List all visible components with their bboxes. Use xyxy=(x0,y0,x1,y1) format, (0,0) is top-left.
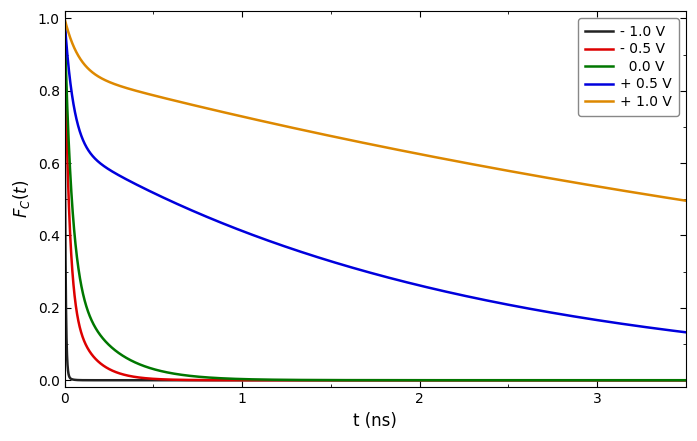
- 1.0 V xyxy=(572,377,580,383)
Line:   0.0 V: 0.0 V xyxy=(65,19,686,380)
- 0.5 V xyxy=(298,377,306,383)
  0.0 V xyxy=(298,377,306,383)
Legend: - 1.0 V, - 0.5 V,   0.0 V, + 0.5 V, + 1.0 V: - 1.0 V, - 0.5 V, 0.0 V, + 0.5 V, + 1.0 … xyxy=(579,18,679,116)
+ 0.5 V xyxy=(524,306,533,311)
+ 0.5 V xyxy=(572,314,580,319)
  0.0 V xyxy=(174,372,182,377)
+ 1.0 V xyxy=(464,161,473,166)
- 0.5 V xyxy=(174,377,182,382)
  0.0 V xyxy=(572,377,580,383)
+ 0.5 V xyxy=(61,16,69,21)
+ 0.5 V xyxy=(298,250,306,255)
Line: + 0.5 V: + 0.5 V xyxy=(65,19,686,333)
X-axis label: t (ns): t (ns) xyxy=(353,412,397,430)
- 1.0 V xyxy=(682,377,690,383)
Y-axis label: $F_C(t)$: $F_C(t)$ xyxy=(11,180,32,218)
+ 0.5 V xyxy=(174,202,182,207)
- 1.0 V xyxy=(174,377,182,383)
Line: - 0.5 V: - 0.5 V xyxy=(65,19,686,380)
+ 1.0 V xyxy=(682,198,690,203)
  0.0 V xyxy=(524,377,533,383)
- 0.5 V xyxy=(682,377,690,383)
+ 1.0 V xyxy=(174,99,182,104)
Line: + 1.0 V: + 1.0 V xyxy=(65,19,686,201)
+ 1.0 V xyxy=(572,180,580,185)
+ 0.5 V xyxy=(464,294,473,299)
+ 1.0 V xyxy=(433,155,441,160)
- 0.5 V xyxy=(61,16,69,21)
  0.0 V xyxy=(61,16,69,21)
+ 0.5 V xyxy=(682,330,690,335)
- 0.5 V xyxy=(524,377,533,383)
- 0.5 V xyxy=(572,377,580,383)
+ 1.0 V xyxy=(524,172,533,177)
  0.0 V xyxy=(682,377,690,383)
- 0.5 V xyxy=(433,377,441,383)
+ 1.0 V xyxy=(61,16,69,21)
  0.0 V xyxy=(464,377,473,383)
- 1.0 V xyxy=(464,377,473,383)
- 1.0 V xyxy=(61,16,69,21)
  0.0 V xyxy=(433,377,441,383)
+ 0.5 V xyxy=(433,287,441,292)
Line: - 1.0 V: - 1.0 V xyxy=(65,19,686,380)
- 1.0 V xyxy=(298,377,306,383)
+ 1.0 V xyxy=(298,127,306,132)
- 0.5 V xyxy=(464,377,473,383)
- 1.0 V xyxy=(524,377,533,383)
- 1.0 V xyxy=(433,377,441,383)
